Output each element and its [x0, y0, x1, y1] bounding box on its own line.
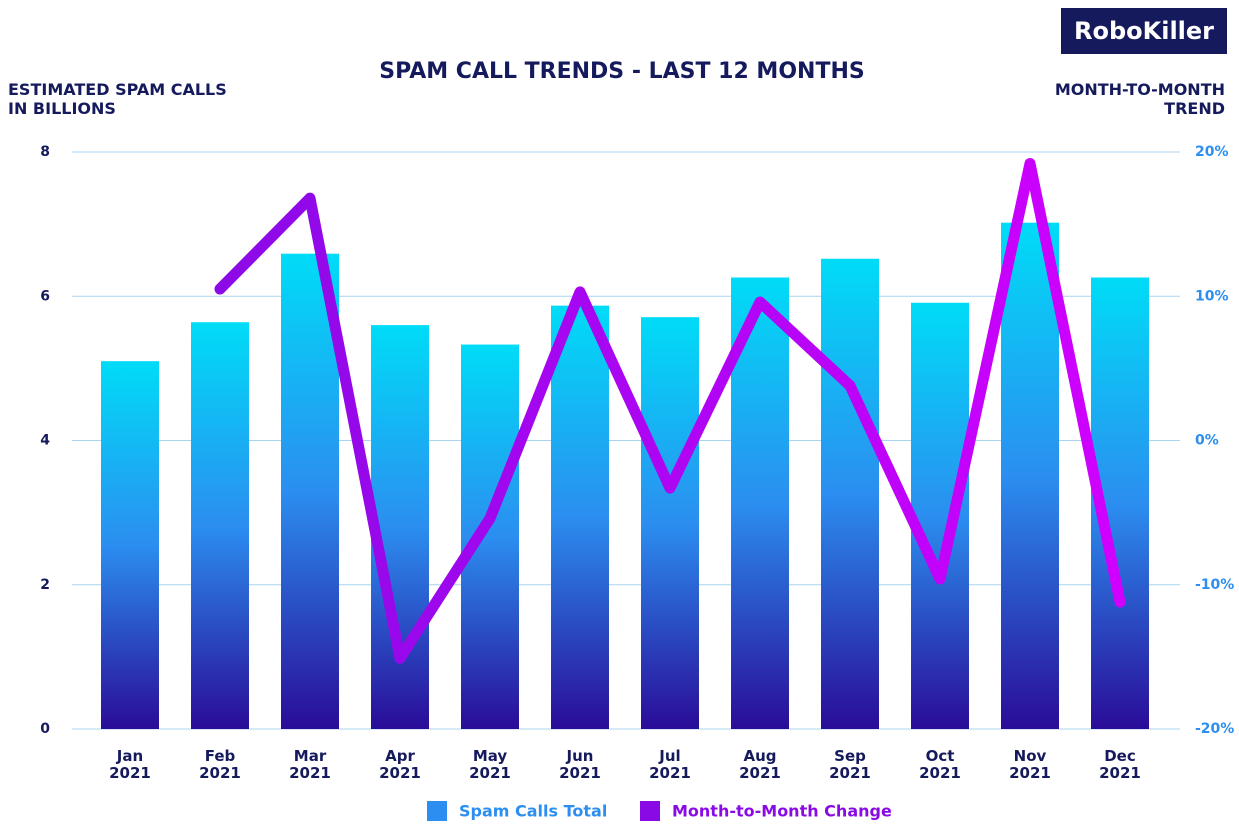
x-tick-label: Jul 2021 — [649, 747, 691, 782]
y-axis-title: ESTIMATED SPAM CALLS IN BILLIONS — [8, 80, 227, 118]
bar — [821, 258, 879, 729]
chart-title: SPAM CALL TRENDS - LAST 12 MONTHS — [379, 59, 864, 84]
x-tick-label: May 2021 — [469, 747, 511, 782]
x-tick-label: Nov 2021 — [1009, 747, 1051, 782]
legend-label: Spam Calls Total — [459, 802, 607, 821]
x-tick-label: Aug 2021 — [739, 747, 781, 782]
y-tick-label: 4 — [40, 433, 50, 449]
x-tick-label: Mar 2021 — [289, 747, 331, 782]
y-tick-label: 0 — [40, 721, 50, 737]
logo-box — [1061, 8, 1227, 54]
y-tick-label: 2 — [40, 577, 50, 593]
x-tick-label: Apr 2021 — [379, 747, 421, 782]
x-tick-label: Sep 2021 — [829, 747, 871, 782]
bar — [191, 322, 249, 729]
x-tick-label: Feb 2021 — [199, 747, 241, 782]
y2-tick-label: 0% — [1195, 433, 1219, 449]
bar — [461, 344, 519, 729]
legend-label: Month-to-Month Change — [672, 802, 892, 821]
x-tick-label: Jun 2021 — [559, 747, 601, 782]
bar — [101, 361, 159, 729]
bar — [911, 302, 969, 729]
bar — [1001, 222, 1059, 729]
y2-tick-label: 20% — [1195, 144, 1229, 160]
logo: RoboKiller — [1074, 17, 1214, 45]
y-tick-label: 8 — [40, 144, 50, 160]
x-tick-label: Jan 2021 — [109, 747, 151, 782]
x-tick-label: Dec 2021 — [1099, 747, 1141, 782]
bar — [641, 317, 699, 729]
bar — [281, 253, 339, 730]
legend-swatch — [427, 801, 447, 821]
y-tick-label: 6 — [40, 288, 50, 304]
y2-tick-label: 10% — [1195, 288, 1229, 304]
bar — [551, 305, 609, 729]
y2-tick-label: -20% — [1195, 721, 1234, 737]
x-tick-label: Oct 2021 — [919, 747, 961, 782]
line — [214, 158, 1126, 664]
legend-swatch — [640, 801, 660, 821]
y2-tick-label: -10% — [1195, 577, 1234, 593]
y2-axis-title: MONTH-TO-MONTH TREND — [1054, 80, 1225, 118]
